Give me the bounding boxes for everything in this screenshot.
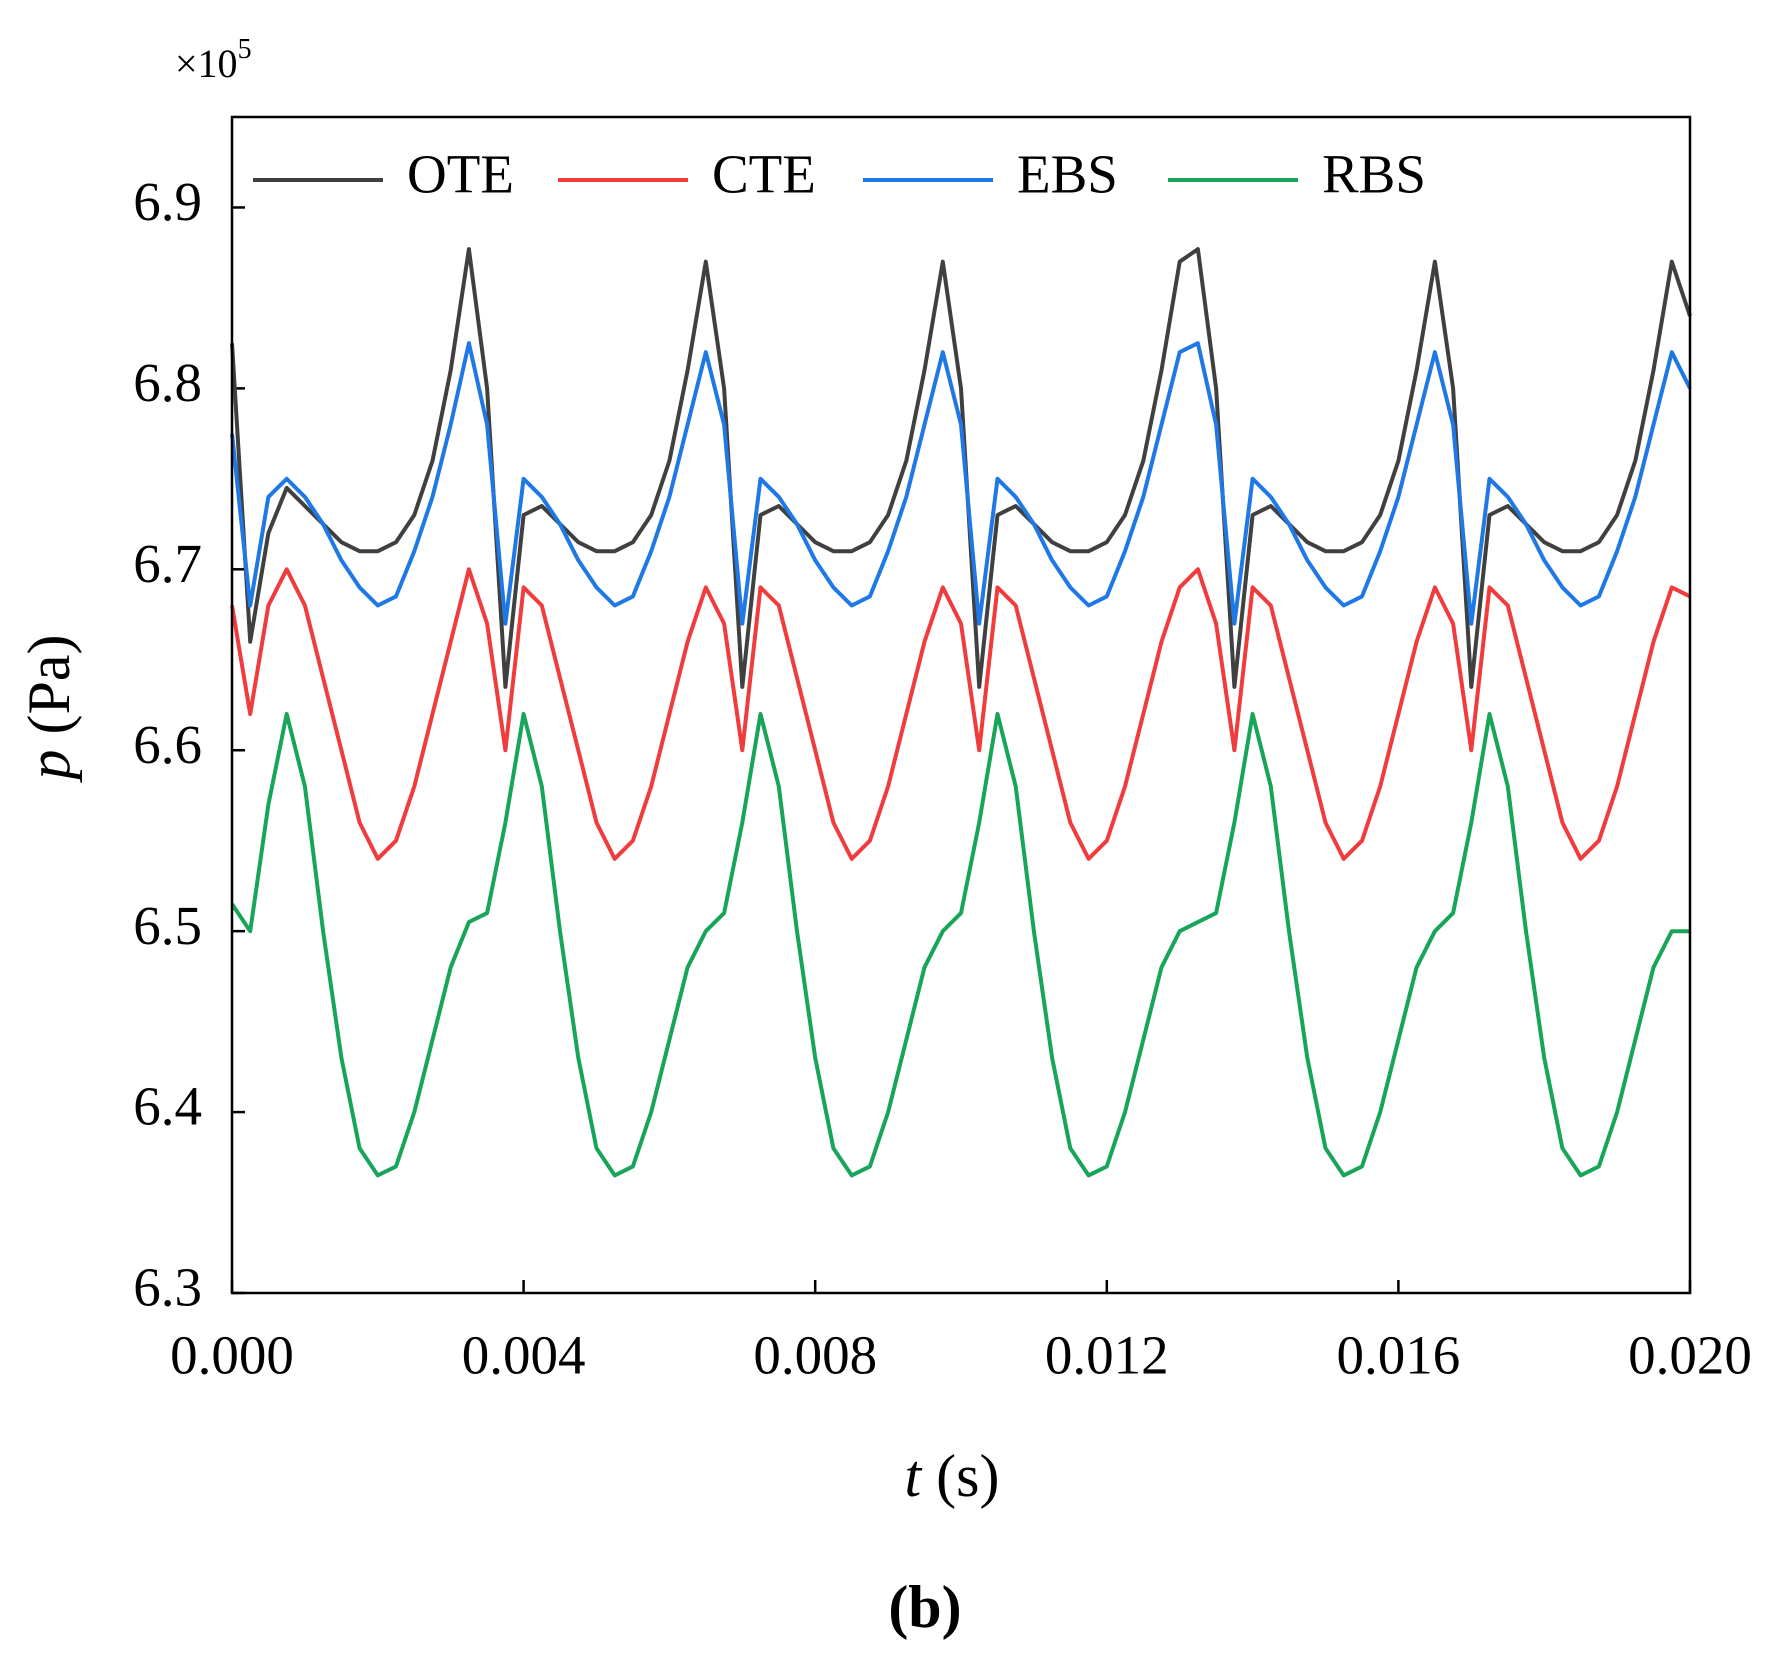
series-line (230, 567, 1691, 861)
y-axis-unit: (Pa) (16, 635, 82, 735)
plot-frame (230, 115, 1692, 1295)
chart-title: (b) (888, 1574, 961, 1640)
x-axis-symbol: t (905, 1443, 923, 1509)
y-axis-symbol: p (16, 749, 82, 783)
x-tick-label: 0.000 (170, 1325, 294, 1386)
legend-label: CTE (712, 144, 816, 205)
y-tick-label: 6.9 (133, 171, 202, 232)
y-tick-label: 6.5 (133, 895, 202, 956)
y-tick-label: 6.7 (133, 533, 202, 594)
x-axis-unit: (s) (936, 1443, 999, 1509)
legend-label: EBS (1017, 144, 1118, 205)
series-line (230, 712, 1690, 1178)
x-tick-label: 0.008 (753, 1325, 877, 1386)
y-tick-label: 6.6 (133, 714, 202, 775)
x-tick-label: 0.012 (1045, 1325, 1169, 1386)
multiplier-exponent: 5 (238, 34, 252, 65)
x-tick-label: 0.020 (1628, 1325, 1752, 1386)
y-axis-label: p (Pa) (16, 635, 82, 784)
x-tick-label: 0.004 (462, 1325, 586, 1386)
multiplier-base: ×10 (175, 41, 238, 86)
legend-label: RBS (1322, 144, 1426, 205)
legend-label: OTE (407, 144, 514, 205)
x-axis-label: t (s) (905, 1443, 1000, 1509)
y-tick-label: 6.3 (133, 1257, 202, 1318)
y-tick-label: 6.4 (133, 1076, 202, 1137)
series-line (230, 341, 1692, 626)
x-tick-label: 0.016 (1337, 1325, 1461, 1386)
multiplier: ×105 (175, 34, 252, 86)
y-tick-label: 6.8 (133, 352, 202, 413)
series-line (230, 247, 1692, 689)
